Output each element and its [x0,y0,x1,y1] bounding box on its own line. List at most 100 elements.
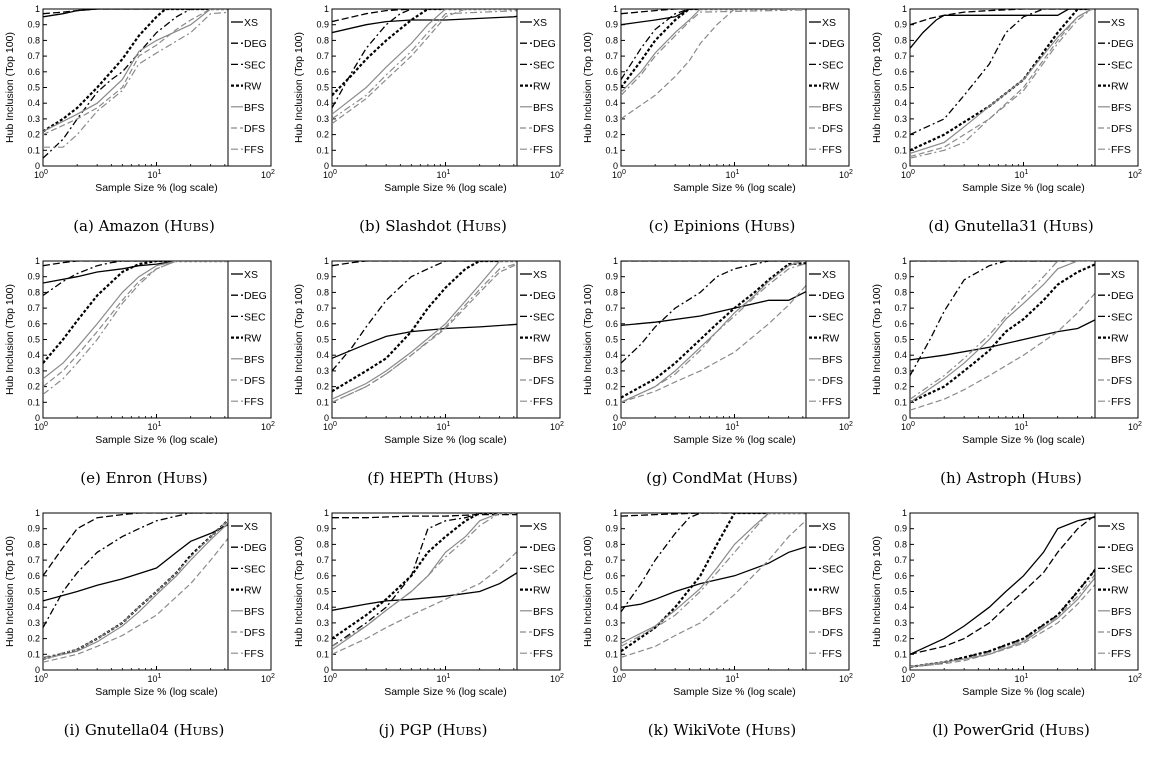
legend-label-sec: SEC [1111,563,1133,575]
legend-box [227,512,272,671]
x-tick-label: 102 [550,673,564,684]
y-axis-label: Hub Inclusion (Top 100) [871,32,883,143]
x-tick-label: 101 [148,421,162,432]
legend-label-dfs: DFS [1111,375,1132,387]
y-tick-label: 0.5 [894,335,907,345]
x-tick-label: 100 [612,673,626,684]
y-tick-label: 0.1 [894,145,907,155]
legend-label-xs: XS [244,269,258,281]
x-tick-label: 100 [323,169,337,180]
y-tick-label: 0.9 [605,524,618,534]
y-tick-label: 1 [35,508,40,518]
series-line-dfs [332,513,559,655]
legend-label-dfs: DFS [1111,123,1132,135]
x-tick-label: 101 [437,673,451,684]
y-tick-label: 0.7 [316,303,329,313]
y-tick-label: 0.8 [316,35,329,45]
y-tick-label: 0.1 [316,145,329,155]
x-tick-label: 102 [261,673,275,684]
y-tick-label: 0 [324,665,329,675]
series-line-bfs [43,9,270,133]
series-line-ffs [910,261,1137,400]
legend-label-xs: XS [244,17,258,29]
legend-label-deg: DEG [822,38,845,50]
legend-label-xs: XS [533,521,547,533]
y-tick-label: 0 [324,413,329,423]
panel-caption: (i) Gnutella04 (HUBS) [64,721,225,739]
y-tick-label: 0.1 [605,397,618,407]
series-line-rw [332,513,559,640]
legend-label-sec: SEC [244,311,266,323]
chart-panel: 0 0.1 0.2 0.3 0.4 0.5 0.6 0.7 0.8 0.9 1 100 101 102 XS… [582,4,853,235]
x-tick-label: 101 [1015,169,1029,180]
legend-label-deg: DEG [533,542,556,554]
legend-box [805,8,850,167]
series-line-dfs [621,513,848,658]
legend-label-bfs: BFS [244,102,264,114]
x-axis-label: Sample Size % (log scale) [95,434,218,446]
series-line-bfs [621,261,848,403]
legend-label-dfs: DFS [244,627,265,639]
chart-panel: 0 0.1 0.2 0.3 0.4 0.5 0.6 0.7 0.8 0.9 1 100 101 102 XS… [871,4,1142,235]
legend-label-rw: RW [822,81,839,93]
legend-label-ffs: FFS [822,648,842,660]
series-line-rw [43,9,270,133]
y-tick-label: 0.5 [894,587,907,597]
legend-label-deg: DEG [1111,542,1134,554]
y-tick-label: 0.1 [316,397,329,407]
panel-caption: (h) Astroph (HUBS) [940,469,1082,487]
y-tick-label: 0.7 [316,51,329,61]
x-tick-label: 100 [901,421,915,432]
y-tick-label: 0.4 [894,350,907,360]
y-tick-label: 0.7 [894,555,907,565]
x-tick-label: 101 [726,673,740,684]
y-tick-label: 0.1 [316,649,329,659]
legend-label-ffs: FFS [244,396,264,408]
y-tick-label: 0.3 [27,618,40,628]
y-tick-label: 0.5 [316,335,329,345]
y-tick-label: 0.4 [605,98,618,108]
series-line-rw [332,261,559,393]
legend-label-xs: XS [244,521,258,533]
legend-label-dfs: DFS [822,123,843,135]
series-line-rw [332,9,559,97]
legend-label-dfs: DFS [533,375,554,387]
y-tick-label: 0.5 [27,83,40,93]
x-tick-label: 100 [901,169,915,180]
y-tick-label: 0.8 [605,287,618,297]
series-line-rw [621,9,848,89]
y-tick-label: 0.8 [894,539,907,549]
x-axis-label: Sample Size % (log scale) [384,434,507,446]
legend-label-deg: DEG [1111,290,1134,302]
legend-label-sec: SEC [1111,59,1133,71]
legend-label-sec: SEC [533,311,555,323]
y-tick-label: 0.3 [894,114,907,124]
y-tick-label: 0.3 [605,618,618,628]
y-axis-label: Hub Inclusion (Top 100) [582,536,594,647]
y-tick-label: 0.3 [605,114,618,124]
legend-label-sec: SEC [533,59,555,71]
chart-panel: 0 0.1 0.2 0.3 0.4 0.5 0.6 0.7 0.8 0.9 1 100 101 102 XS… [293,508,564,739]
y-tick-label: 0 [35,413,40,423]
y-tick-label: 1 [613,508,618,518]
y-tick-label: 0.7 [605,555,618,565]
y-tick-label: 0.4 [894,602,907,612]
series-line-rw [910,261,1137,404]
y-tick-label: 0.2 [605,382,618,392]
series-line-ffs [332,261,559,403]
series-line-ffs [43,261,270,395]
y-tick-label: 0.7 [27,555,40,565]
y-tick-label: 0.8 [605,35,618,45]
y-tick-label: 0.1 [605,649,618,659]
series-line-bfs [332,513,559,651]
series-line-dfs [910,9,1137,158]
legend-label-xs: XS [822,269,836,281]
panel-caption: (e) Enron (HUBS) [80,469,207,487]
y-axis-label: Hub Inclusion (Top 100) [293,32,305,143]
x-axis-label: Sample Size % (log scale) [962,686,1085,698]
legend-label-dfs: DFS [533,627,554,639]
y-tick-label: 0.2 [894,130,907,140]
legend-label-sec: SEC [822,563,844,575]
series-line-deg [43,9,270,15]
legend-label-dfs: DFS [822,627,843,639]
